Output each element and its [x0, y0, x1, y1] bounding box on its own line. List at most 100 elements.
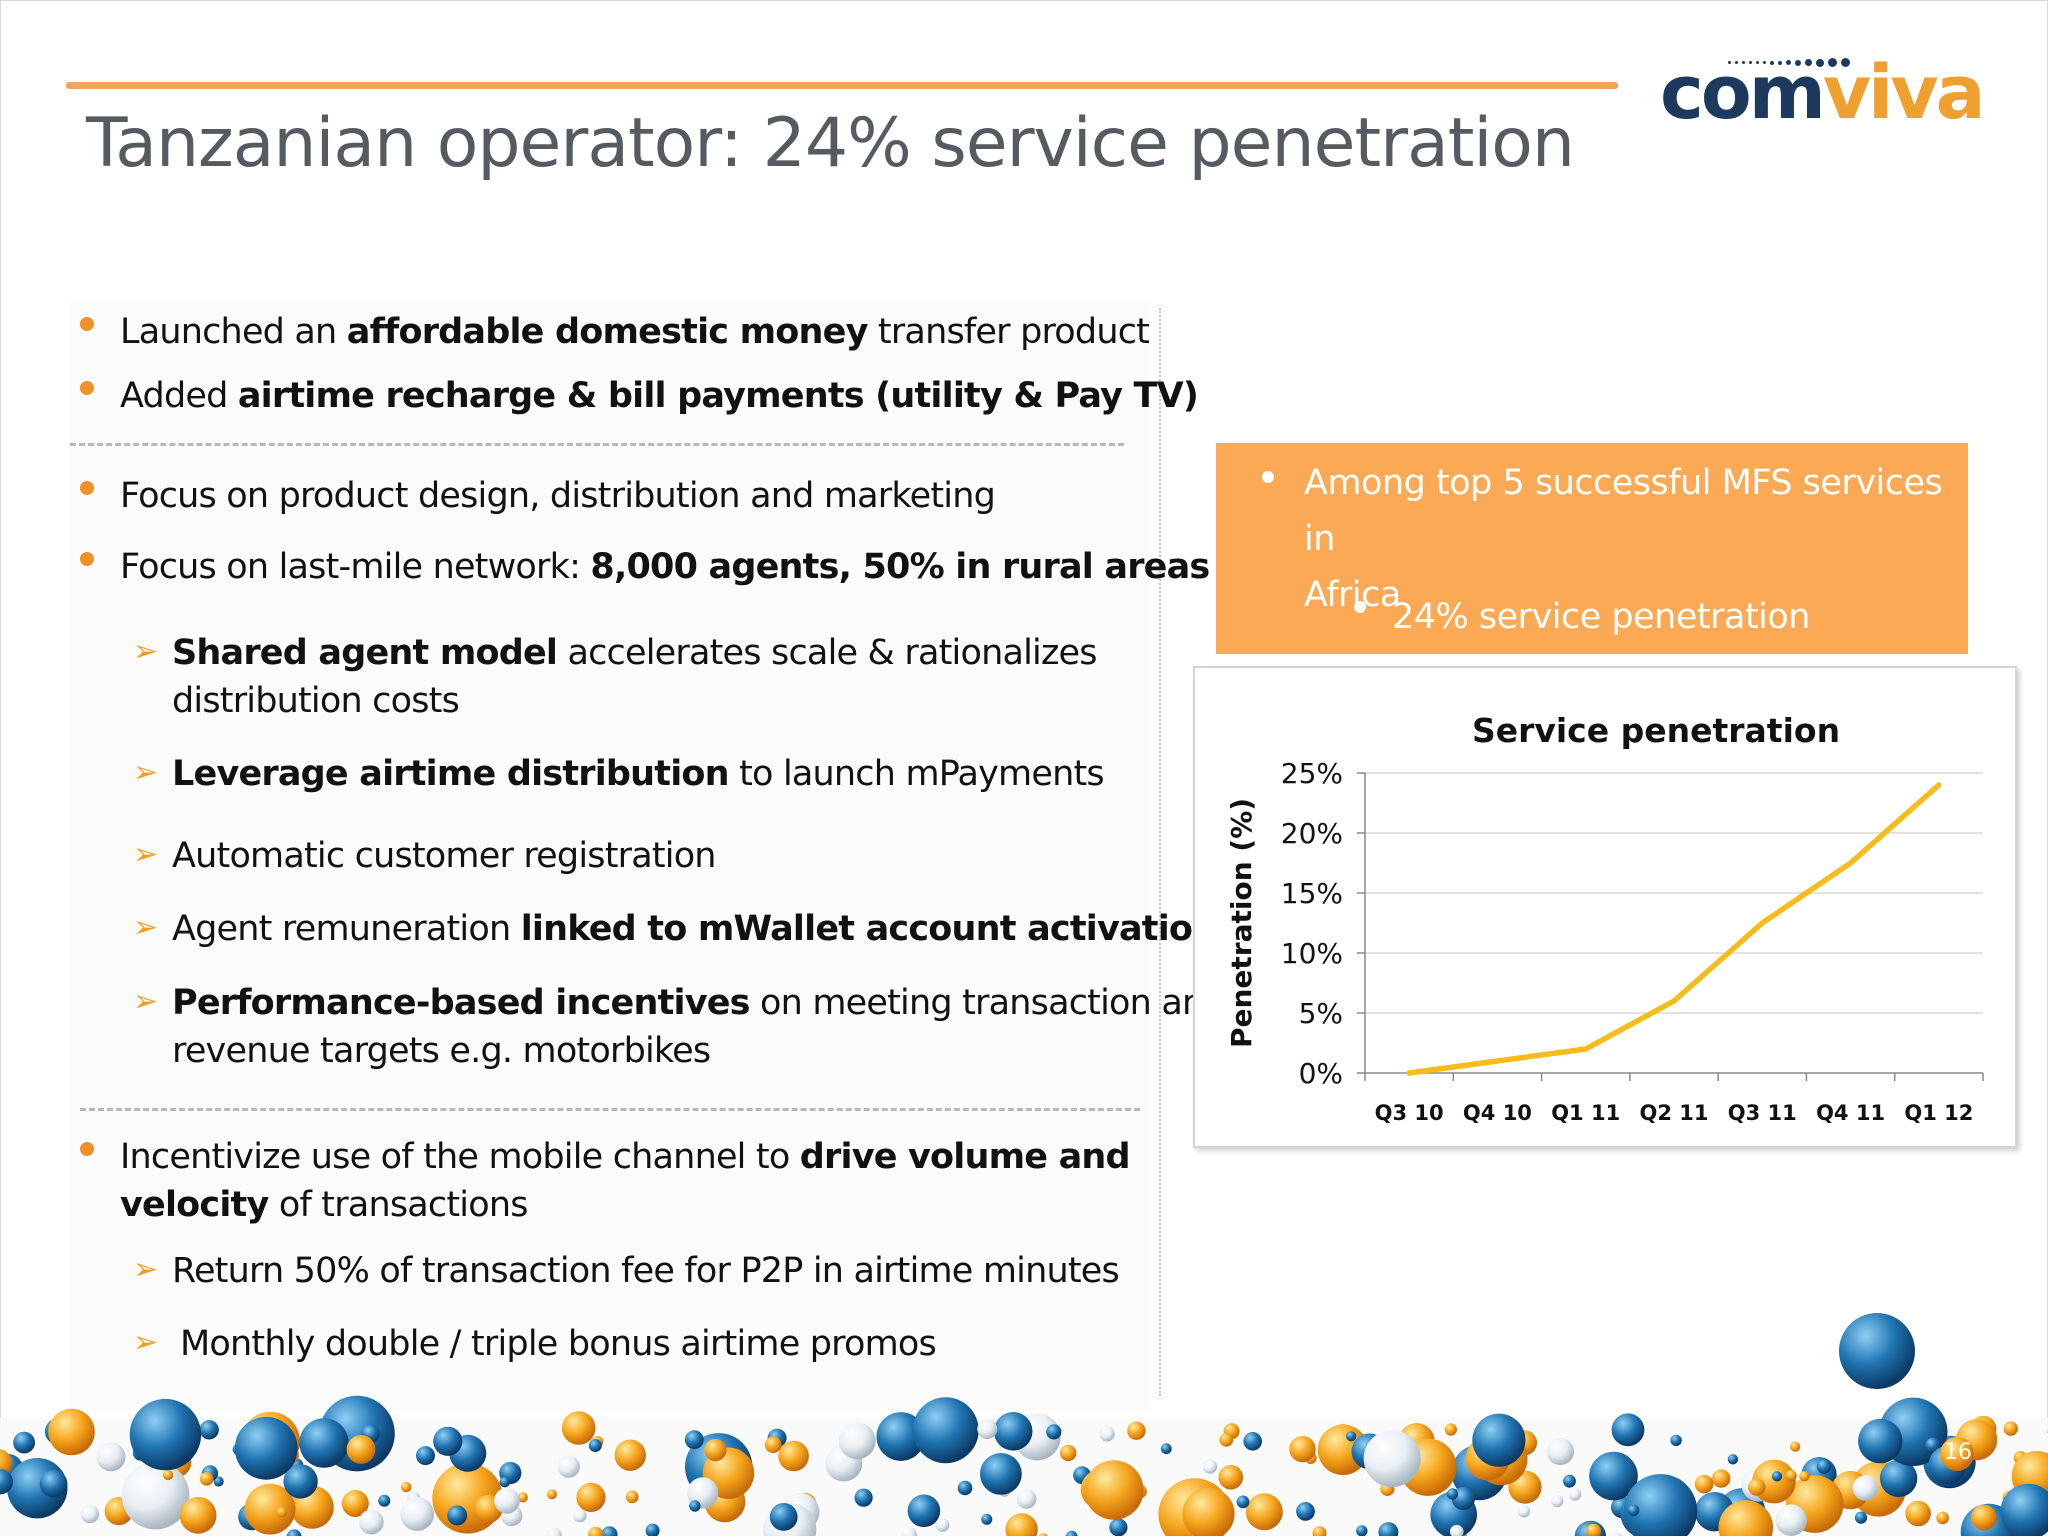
highlight-callout: Among top 5 successful MFS services in Af… [1216, 443, 1968, 654]
decorative-bubble [1563, 1474, 1576, 1488]
decorative-bubble [1312, 1526, 1327, 1536]
bullet-last-mile-network: Focus on last-mile network: 8,000 agents… [120, 547, 1210, 587]
decorative-bubble [980, 1453, 1022, 1495]
decorative-bubble [416, 1446, 435, 1466]
callout-bullet [1262, 471, 1274, 483]
decorative-bubble [1099, 1426, 1115, 1442]
decorative-bubble [48, 1408, 95, 1456]
data-point [1937, 783, 1941, 787]
y-tick-label: 25% [1281, 757, 1343, 790]
decorative-bubble [1182, 1487, 1235, 1536]
bullet-dot [80, 481, 94, 495]
decorative-bubble [179, 1496, 217, 1534]
decorative-bubble [1748, 1478, 1766, 1496]
decorative-bubble [1517, 1505, 1531, 1518]
logo-dot [1756, 61, 1759, 64]
decorative-bubble [1852, 1475, 1879, 1501]
decorative-bubble [213, 1476, 224, 1487]
decorative-bubble [129, 1398, 202, 1471]
decorative-bubble [1038, 1533, 1048, 1536]
x-tick-label: Q4 11 [1816, 1101, 1885, 1125]
decorative-bubble [977, 1419, 998, 1439]
arrow-bullet-icon: ➢ [133, 1252, 159, 1287]
decorative-bubble [0, 1469, 13, 1495]
decorative-bubble [601, 1526, 618, 1536]
decorative-bubble [1016, 1489, 1037, 1509]
decorative-bubble [1546, 1437, 1575, 1466]
decorative-bubble [1219, 1432, 1234, 1447]
bullet-affordable-money-transfer: Launched an affordable domestic money tr… [120, 312, 1150, 352]
arrow-bullet-icon: ➢ [133, 910, 159, 945]
decorative-bubble [546, 1527, 562, 1536]
decorative-bubble [1245, 1493, 1283, 1531]
data-point [1849, 861, 1853, 865]
decorative-bubble [1971, 1504, 1997, 1531]
logo-dot [1770, 60, 1774, 65]
decorative-bubble [2000, 1483, 2048, 1536]
decorative-bubble [1218, 1464, 1244, 1490]
decorative-bubble [400, 1497, 435, 1531]
bullet-dot [80, 552, 94, 566]
decorative-bubble [561, 1411, 596, 1445]
decorative-bubble [1289, 1435, 1316, 1463]
bubble-band [0, 1395, 2048, 1536]
decorative-bubble [1925, 1437, 1940, 1453]
decorative-bubble [1296, 1502, 1315, 1521]
decorative-bubble [1785, 1469, 1797, 1482]
sub-return-fee: Return 50% of transaction fee for P2P in… [172, 1251, 1120, 1291]
y-axis-label: Penetration (%) [1225, 798, 1258, 1048]
decorative-bubble [1127, 1421, 1146, 1440]
decorative-bubble [1046, 1424, 1062, 1440]
decorative-bubble [1586, 1523, 1602, 1536]
bullet-airtime-bill-payments: Added airtime recharge & bill payments (… [120, 376, 1199, 416]
sub-bonus-promos: Monthly double / triple bonus airtime pr… [180, 1324, 937, 1364]
decorative-bubble [1060, 1444, 1077, 1462]
sub-auto-registration: Automatic customer registration [172, 836, 717, 876]
decorative-bubble [1936, 1511, 1949, 1525]
x-tick-label: Q1 12 [1904, 1101, 1973, 1125]
decorative-bubble [1346, 1431, 1357, 1442]
callout-main-text: Among top 5 successful MFS services in Af… [1304, 463, 1943, 615]
sub-performance-incentives: Performance-based incentives on meeting … [172, 983, 1226, 1071]
column-divider [1159, 308, 1161, 1396]
decorative-bubble [447, 1505, 468, 1526]
chart-title: Service penetration [1472, 711, 1840, 750]
data-point [1407, 1071, 1411, 1075]
decorative-bubble [1712, 1469, 1731, 1488]
logo-dot [1816, 58, 1824, 67]
decorative-bubble [704, 1438, 727, 1462]
decorative-bubble [876, 1412, 926, 1461]
decorative-bubble [769, 1503, 798, 1531]
data-point [1584, 1047, 1588, 1051]
decorative-bubble [1084, 1460, 1144, 1520]
decorative-bubble [1858, 1418, 1903, 1464]
y-tick-label: 20% [1281, 817, 1343, 850]
decorative-bubble [346, 1435, 376, 1464]
logo-dots [1728, 52, 1854, 67]
decorative-bubble [901, 1527, 917, 1536]
decorative-bubble [1446, 1488, 1459, 1500]
chart-container: Service penetration Penetration (%) 0% 5% 10… [1193, 666, 2017, 1148]
callout-sub-bullet [1354, 601, 1366, 613]
decorative-bubble [957, 1480, 973, 1496]
decorative-bubble [199, 1472, 214, 1486]
decorative-bubble [614, 1439, 646, 1471]
decorative-bubble [1378, 1522, 1399, 1536]
decorative-bubble [499, 1476, 511, 1488]
decorative-bubble [1356, 1525, 1368, 1536]
decorative-bubble [80, 1504, 100, 1524]
logo-dot [1763, 61, 1766, 64]
decorative-bubble [907, 1494, 941, 1528]
bullet-dot [80, 317, 94, 331]
decorative-bubble [244, 1483, 296, 1535]
decorative-bubble [96, 1442, 126, 1472]
decorative-bubble [1243, 1432, 1262, 1451]
decorative-bubble [1444, 1423, 1457, 1436]
bullet-dot [80, 1142, 94, 1156]
decorative-bubble [1771, 1471, 1783, 1482]
section-divider [80, 1108, 1140, 1111]
page-number: 16 [1944, 1440, 1972, 1465]
service-penetration-chart: Service penetration Penetration (%) 0% 5% 10… [1225, 711, 1984, 1125]
logo-dot [1795, 59, 1801, 66]
